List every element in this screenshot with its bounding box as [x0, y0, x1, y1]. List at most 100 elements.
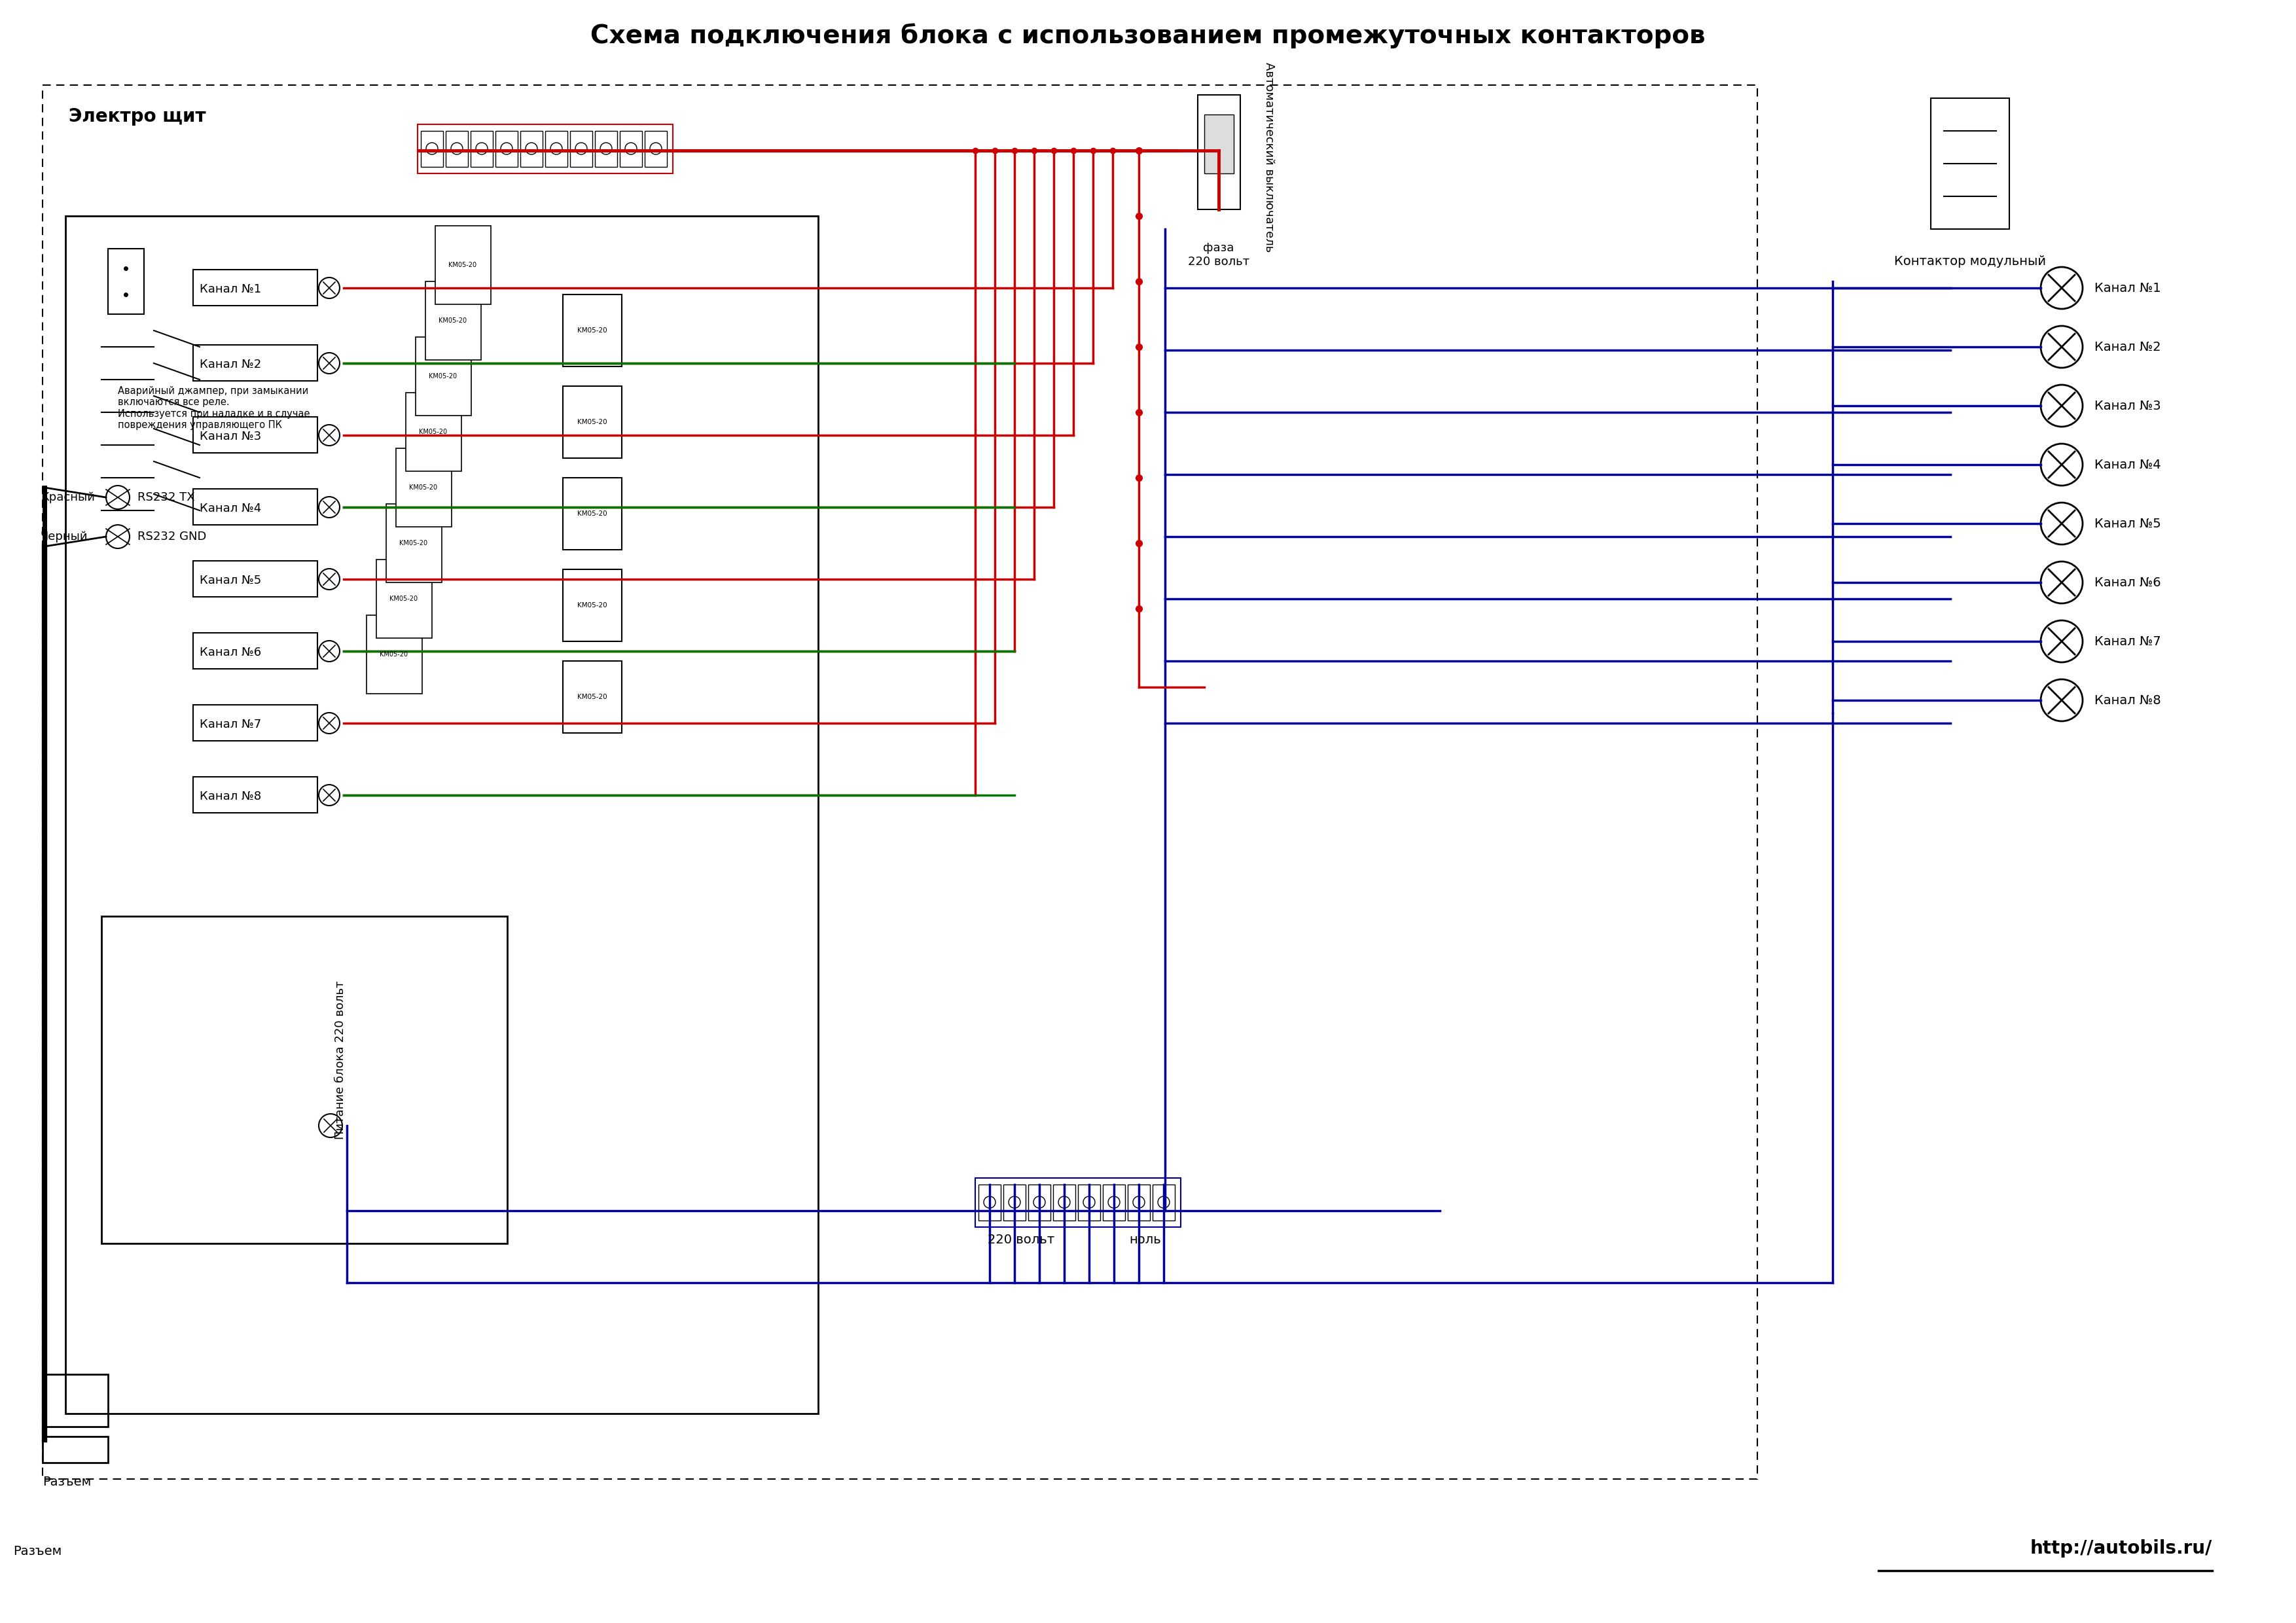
- Circle shape: [319, 568, 340, 589]
- Text: Канал №8: Канал №8: [200, 790, 262, 802]
- Text: KM05-20: KM05-20: [420, 428, 448, 435]
- Circle shape: [2041, 385, 2082, 427]
- Circle shape: [1132, 1196, 1146, 1208]
- Circle shape: [2041, 443, 2082, 485]
- Text: KM05-20: KM05-20: [439, 318, 466, 325]
- Bar: [193, 489, 317, 524]
- Text: Канал №2: Канал №2: [200, 359, 262, 370]
- Circle shape: [1008, 1196, 1019, 1208]
- Circle shape: [319, 1113, 342, 1138]
- Bar: [496, 131, 517, 167]
- Circle shape: [551, 143, 563, 154]
- Text: KM05-20: KM05-20: [400, 540, 427, 547]
- Bar: [406, 393, 461, 471]
- Text: Черный: Черный: [41, 531, 87, 542]
- Bar: [1127, 1185, 1150, 1220]
- Bar: [67, 216, 817, 1414]
- Text: 220 вольт: 220 вольт: [987, 1233, 1054, 1246]
- Text: Контактор модульный: Контактор модульный: [1894, 255, 2046, 268]
- Text: фаза
220 вольт: фаза 220 вольт: [1187, 242, 1249, 268]
- Text: Канал №1: Канал №1: [2094, 282, 2161, 294]
- Bar: [193, 704, 317, 740]
- Bar: [1029, 1185, 1052, 1220]
- Circle shape: [319, 278, 340, 299]
- Circle shape: [319, 712, 340, 734]
- Circle shape: [319, 784, 340, 805]
- Bar: [1931, 97, 2009, 229]
- Circle shape: [319, 497, 340, 518]
- Circle shape: [319, 352, 340, 373]
- Circle shape: [2041, 326, 2082, 368]
- Circle shape: [501, 143, 512, 154]
- Circle shape: [1157, 1196, 1169, 1208]
- Bar: [563, 570, 622, 641]
- Bar: [101, 917, 507, 1243]
- Text: KM05-20: KM05-20: [409, 484, 439, 490]
- Bar: [367, 615, 422, 693]
- Bar: [44, 1375, 108, 1427]
- Circle shape: [983, 1196, 996, 1208]
- Bar: [595, 131, 618, 167]
- Bar: [193, 269, 317, 305]
- Bar: [563, 386, 622, 458]
- Text: Канал №4: Канал №4: [200, 503, 262, 514]
- Text: Аварийный джампер, при замыкании
включаются все реле.
Используется при наладке и: Аварийный джампер, при замыкании включаю…: [117, 386, 310, 430]
- Bar: [563, 661, 622, 734]
- Text: Канал №3: Канал №3: [200, 430, 262, 443]
- Text: KM05-20: KM05-20: [448, 261, 478, 268]
- Text: Автоматический выключатель: Автоматический выключатель: [1263, 62, 1274, 252]
- Bar: [978, 1185, 1001, 1220]
- Circle shape: [106, 524, 129, 549]
- Bar: [44, 1436, 108, 1462]
- Text: KM05-20: KM05-20: [576, 511, 606, 518]
- Text: Канал №8: Канал №8: [2094, 695, 2161, 706]
- Text: Канал №2: Канал №2: [2094, 341, 2161, 354]
- Text: Канал №4: Канал №4: [2094, 458, 2161, 471]
- Bar: [386, 503, 441, 583]
- Text: Канал №3: Канал №3: [2094, 399, 2161, 412]
- Circle shape: [319, 641, 340, 662]
- Bar: [193, 346, 317, 381]
- Bar: [416, 338, 471, 415]
- Bar: [471, 131, 494, 167]
- Bar: [193, 562, 317, 597]
- Text: KM05-20: KM05-20: [576, 328, 606, 334]
- Text: Схема подключения блока с использованием промежуточных контакторов: Схема подключения блока с использованием…: [590, 23, 1706, 49]
- Bar: [418, 125, 673, 174]
- Circle shape: [650, 143, 661, 154]
- Text: Канал №5: Канал №5: [2094, 518, 2161, 529]
- Bar: [1054, 1185, 1075, 1220]
- Bar: [193, 633, 317, 669]
- Bar: [445, 131, 468, 167]
- Text: ноль: ноль: [1130, 1233, 1162, 1246]
- Circle shape: [576, 143, 588, 154]
- Text: Разъем: Разъем: [14, 1545, 62, 1556]
- Text: KM05-20: KM05-20: [576, 693, 606, 700]
- Bar: [1205, 115, 1233, 174]
- Bar: [645, 131, 666, 167]
- Circle shape: [2041, 268, 2082, 308]
- Circle shape: [2041, 680, 2082, 721]
- Bar: [108, 248, 145, 315]
- Circle shape: [1058, 1196, 1070, 1208]
- Bar: [544, 131, 567, 167]
- Bar: [569, 131, 592, 167]
- Circle shape: [1033, 1196, 1045, 1208]
- Circle shape: [1109, 1196, 1120, 1208]
- Text: Красный: Красный: [41, 492, 94, 503]
- Text: Канал №6: Канал №6: [2094, 576, 2161, 589]
- Circle shape: [625, 143, 636, 154]
- Circle shape: [2041, 620, 2082, 662]
- Text: Канал №1: Канал №1: [200, 284, 262, 295]
- Text: RS232 TX: RS232 TX: [138, 492, 195, 503]
- Circle shape: [427, 143, 439, 154]
- Circle shape: [1084, 1196, 1095, 1208]
- Text: RS232 GND: RS232 GND: [138, 531, 207, 542]
- Bar: [1003, 1185, 1026, 1220]
- Text: KM05-20: KM05-20: [379, 651, 409, 657]
- Circle shape: [319, 425, 340, 446]
- Bar: [425, 281, 482, 360]
- Text: Питание блока 220 вольт: Питание блока 220 вольт: [335, 980, 347, 1139]
- Text: Электро щит: Электро щит: [69, 107, 207, 125]
- Circle shape: [2041, 503, 2082, 544]
